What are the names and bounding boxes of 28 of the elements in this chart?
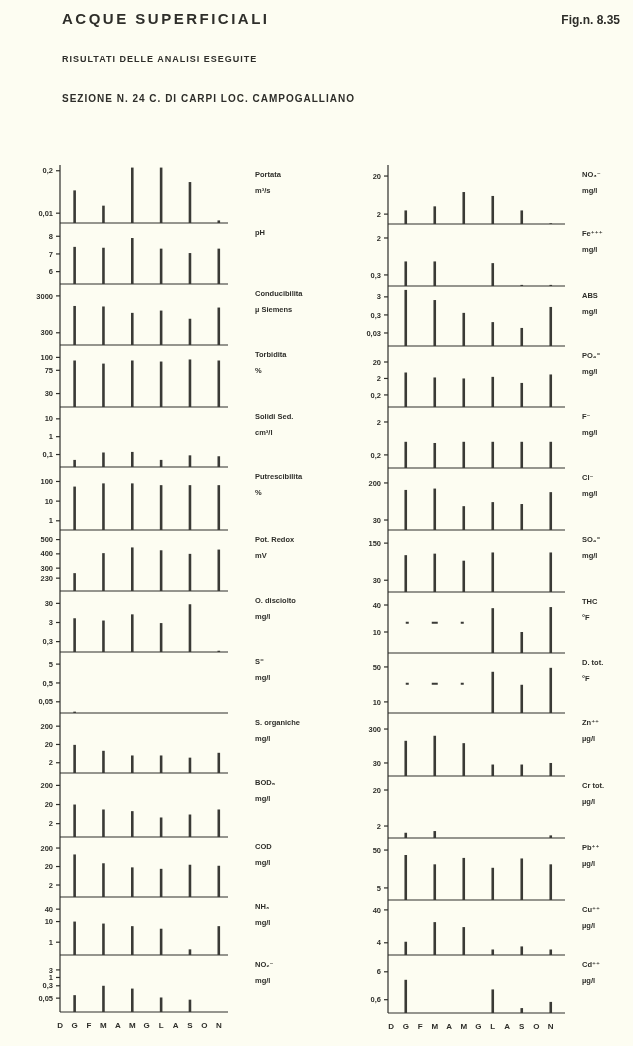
x-tick-label: M xyxy=(100,1021,108,1030)
x-tick-label: F xyxy=(86,1021,92,1030)
x-tick-label: G xyxy=(71,1021,78,1030)
x-tick-label: L xyxy=(158,1021,164,1030)
x-tick-label: F xyxy=(417,1022,423,1031)
text: ACQUE SUPERFICIALI xyxy=(62,10,270,27)
text: Fig.n. 8.35 xyxy=(561,13,621,27)
x-tick-label: D xyxy=(57,1021,64,1030)
x-tick-label: M xyxy=(128,1021,136,1030)
x-tick-label: S xyxy=(187,1021,194,1030)
text: SEZIONE N. 24 C. DI CARPI LOC. CAMPOGALLIANO xyxy=(62,93,355,104)
x-tick-label: S xyxy=(519,1022,526,1031)
x-tick-label: N xyxy=(215,1021,222,1030)
x-tick-label: G xyxy=(143,1021,150,1030)
x-tick-label: G xyxy=(402,1022,409,1031)
x-tick-label: D xyxy=(388,1022,395,1031)
x-tick-label: G xyxy=(475,1022,482,1031)
text: RISULTATI DELLE ANALISI ESEGUITE xyxy=(62,54,258,64)
x-tick-label: A xyxy=(172,1021,179,1030)
x-tick-label: M xyxy=(460,1022,468,1031)
x-tick-label: A xyxy=(446,1022,453,1031)
x-tick-label: O xyxy=(533,1022,540,1031)
x-tick-label: M xyxy=(431,1022,439,1031)
x-tick-label: N xyxy=(547,1022,554,1031)
x-tick-label: A xyxy=(114,1021,121,1030)
x-tick-label: O xyxy=(201,1021,208,1030)
x-tick-label: L xyxy=(490,1022,496,1031)
x-tick-label: A xyxy=(504,1022,511,1031)
